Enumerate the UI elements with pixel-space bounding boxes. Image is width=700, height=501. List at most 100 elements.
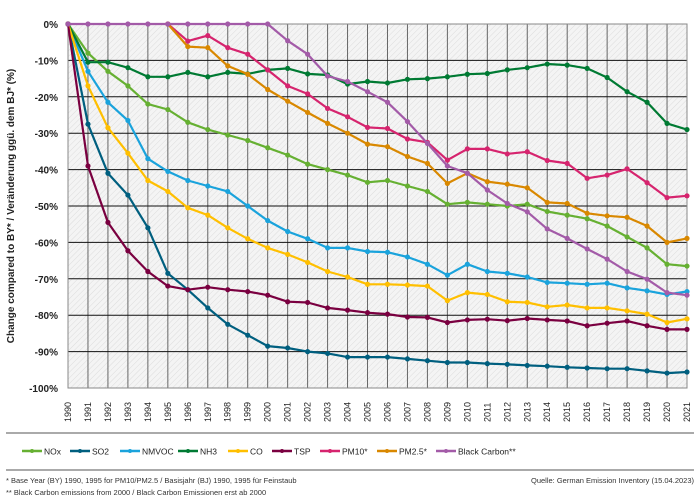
series-line-so2 [66, 23, 688, 375]
data-point [504, 200, 510, 207]
data-point [464, 317, 470, 323]
data-point [444, 74, 450, 80]
data-point [664, 370, 670, 376]
data-point [664, 239, 670, 245]
data-point [165, 74, 171, 80]
data-point [265, 245, 271, 251]
footnote-base-year: * Base Year (BY) 1990, 1995 for PM10/PM2… [6, 476, 297, 485]
data-point [644, 245, 650, 251]
y-tick-label: -50% [35, 202, 58, 213]
data-point [344, 354, 351, 360]
data-point [225, 69, 231, 76]
data-point [484, 70, 490, 77]
data-point [205, 21, 211, 27]
x-tick-label: 2015 [562, 402, 572, 422]
x-tick-label: 1997 [203, 402, 213, 422]
data-point [684, 369, 690, 375]
data-point [464, 261, 470, 267]
data-point [544, 317, 550, 323]
data-point [285, 65, 291, 72]
data-point [185, 287, 191, 293]
data-point [85, 59, 91, 65]
data-point [285, 251, 291, 258]
data-point [424, 358, 431, 364]
data-point [504, 67, 510, 73]
legend-label: PM10* [342, 447, 368, 457]
data-point [684, 126, 690, 133]
data-point [364, 354, 371, 360]
data-point [324, 120, 331, 126]
x-tick-label: 1999 [243, 402, 253, 422]
data-point [584, 216, 590, 222]
data-point [125, 248, 131, 254]
data-point [624, 285, 630, 291]
data-point [305, 349, 311, 355]
data-point [564, 62, 570, 68]
series-line-nox [67, 23, 688, 268]
x-tick-label: 2017 [602, 402, 612, 422]
data-point [384, 80, 391, 86]
data-point [424, 283, 431, 289]
data-point [225, 45, 231, 51]
data-point [305, 91, 311, 97]
data-point [245, 21, 251, 27]
data-point [644, 368, 650, 374]
data-point [544, 304, 550, 310]
data-point [424, 76, 431, 82]
data-point [464, 290, 470, 296]
data-point [364, 310, 371, 316]
y-tick-label: -80% [35, 311, 58, 322]
data-point [305, 51, 311, 57]
data-point [644, 223, 650, 229]
data-point [444, 163, 450, 169]
data-point [424, 188, 431, 195]
data-point [504, 151, 510, 157]
data-point [364, 141, 371, 147]
x-tick-label: 2012 [502, 402, 512, 422]
data-point [85, 50, 91, 56]
data-point [145, 177, 151, 184]
data-point [145, 74, 151, 80]
x-tick-label: 2021 [682, 402, 692, 422]
data-point [584, 305, 590, 311]
x-tick-label: 1995 [163, 402, 173, 422]
data-point [364, 78, 371, 85]
legend-marker [444, 449, 448, 453]
data-point [145, 101, 151, 107]
data-point [265, 292, 271, 298]
data-point [584, 323, 590, 329]
x-tick-label: 2007 [402, 402, 412, 422]
data-point [404, 314, 411, 320]
data-point [644, 288, 650, 294]
data-point [205, 183, 211, 189]
data-point [125, 117, 131, 124]
data-point [664, 326, 670, 332]
x-tick-label: 2004 [343, 402, 353, 422]
data-point [384, 144, 391, 150]
data-point [245, 51, 251, 57]
data-point [85, 83, 91, 89]
data-point [105, 68, 111, 74]
data-point [285, 228, 291, 235]
data-point [664, 290, 670, 296]
series-line-co [66, 23, 688, 324]
data-point [245, 203, 251, 209]
data-point [584, 246, 590, 252]
data-point [404, 356, 411, 362]
legend-marker [385, 449, 389, 453]
series-line-tsp [66, 23, 687, 331]
legend-label: NH3 [200, 447, 217, 457]
data-point [364, 124, 371, 130]
data-point [544, 199, 550, 205]
data-point [324, 167, 331, 173]
data-point [384, 281, 391, 287]
x-tick-label: 2018 [622, 402, 632, 422]
data-point [344, 130, 351, 136]
data-point [185, 21, 191, 27]
x-tick-label: 2016 [582, 402, 592, 422]
data-point [245, 236, 251, 242]
data-point [524, 149, 530, 155]
data-point [305, 299, 311, 306]
data-point [165, 188, 171, 195]
